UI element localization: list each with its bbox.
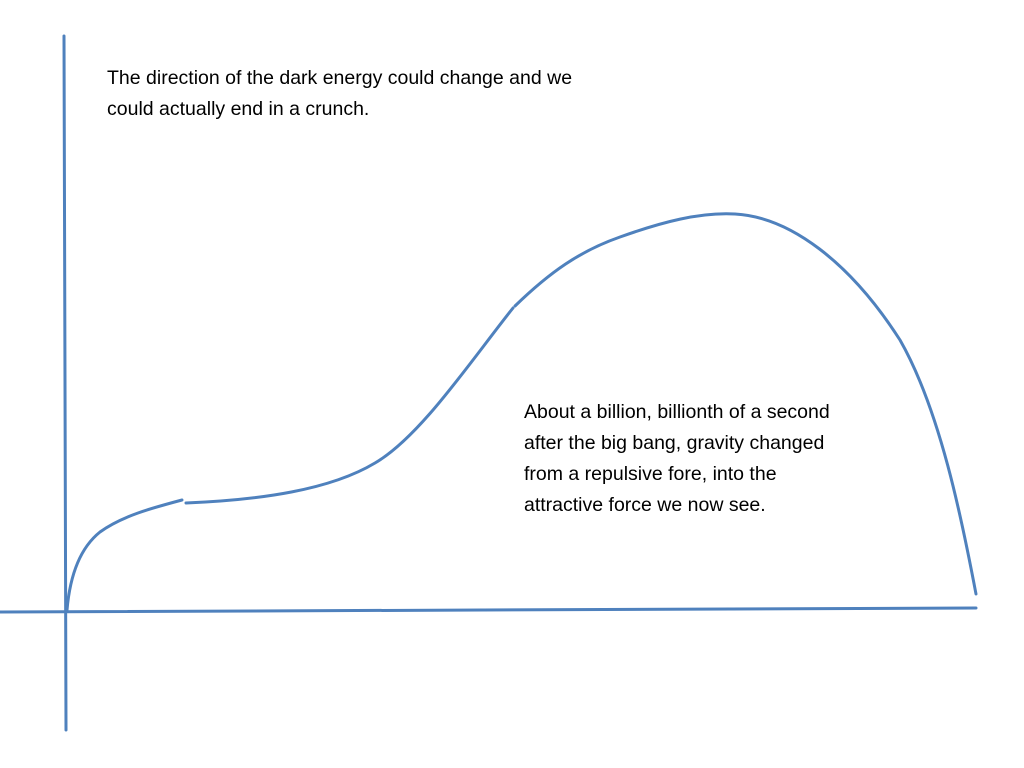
annotation-line: could actually end in a crunch.: [107, 98, 369, 120]
annotation-line: About a billion, billionth of a second: [524, 401, 830, 423]
annotation-line: after the big bang, gravity changed: [524, 432, 824, 454]
curve-early: [65, 498, 184, 612]
annotation-line: from a repulsive fore, into the: [524, 463, 777, 485]
horizontal-axis: [0, 606, 978, 614]
annotation-line: The direction of the dark energy could c…: [107, 67, 572, 89]
annotation-line: attractive force we now see.: [524, 494, 766, 516]
vertical-axis: [62, 34, 68, 732]
annotation-right: About a billion, billionth of a second af…: [524, 401, 830, 516]
curve-late: [513, 212, 978, 596]
curve-middle: [184, 306, 515, 505]
annotation-top: The direction of the dark energy could c…: [107, 67, 572, 120]
